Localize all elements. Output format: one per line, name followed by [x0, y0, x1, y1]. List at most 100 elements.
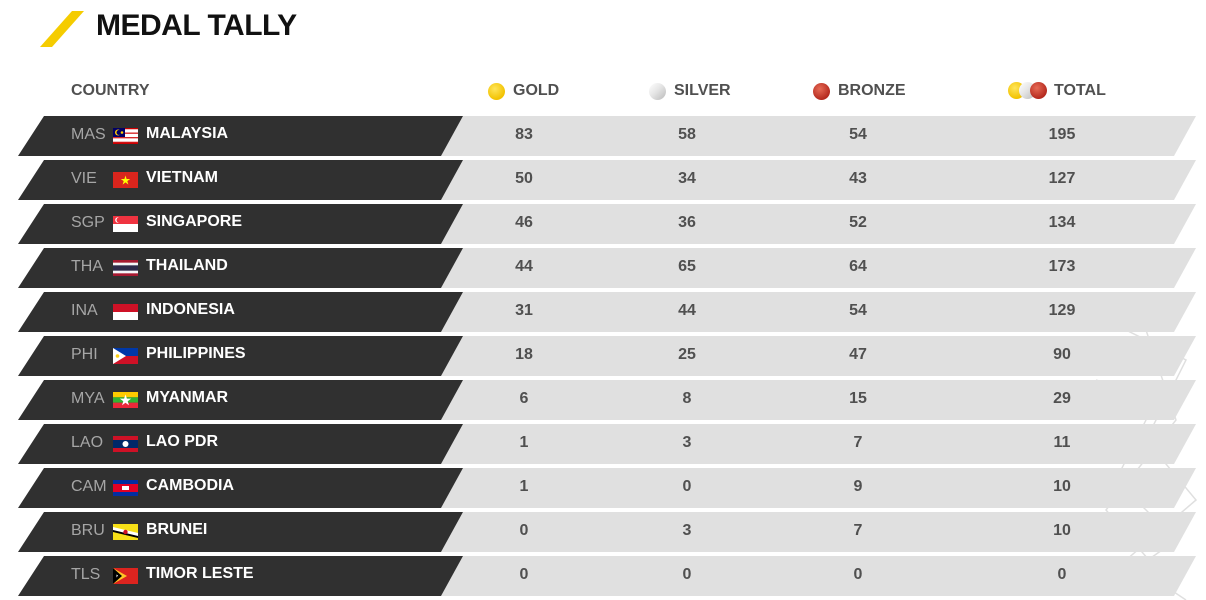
bronze-count: 43: [849, 170, 867, 187]
table-row[interactable]: MYA MYANMAR 6 8 15 29: [0, 380, 1206, 420]
total-count: 173: [1048, 258, 1076, 275]
country-code: INA: [71, 302, 98, 319]
gold-count: 0: [519, 522, 529, 539]
header-total: TOTAL: [1008, 82, 1106, 100]
slash-accent-icon: [40, 11, 84, 47]
country-code: CAM: [71, 478, 107, 495]
brunei-flag-icon: [113, 524, 138, 540]
malaysia-flag-icon: [113, 128, 138, 144]
country-name: MYANMAR: [146, 389, 229, 406]
silver-count: 0: [682, 566, 692, 583]
gold-count: 44: [515, 258, 533, 275]
row-background: [18, 292, 1196, 332]
gold-count: 1: [519, 434, 529, 451]
country-code: TLS: [71, 566, 101, 583]
gold-count: 6: [519, 390, 529, 407]
silver-count: 3: [682, 522, 692, 539]
country-name: VIETNAM: [146, 169, 218, 186]
total-count: 10: [1053, 478, 1071, 495]
table-row[interactable]: CAM CAMBODIA 1 0 9 10: [0, 468, 1206, 508]
total-count: 29: [1053, 390, 1071, 407]
gold-count: 50: [515, 170, 533, 187]
country-name: PHILIPPINES: [146, 345, 246, 362]
silver-count: 65: [678, 258, 696, 275]
silver-count: 0: [682, 478, 692, 495]
bronze-count: 9: [853, 478, 863, 495]
table-row[interactable]: THA THAILAND 44 65 64 173: [0, 248, 1206, 288]
silver-count: 44: [678, 302, 696, 319]
country-code: MYA: [71, 390, 105, 407]
silver-count: 58: [678, 126, 696, 143]
table-row[interactable]: BRU BRUNEI 0 3 7 10: [0, 512, 1206, 552]
gold-count: 31: [515, 302, 533, 319]
country-name: THAILAND: [146, 257, 228, 274]
total-count: 0: [1057, 566, 1067, 583]
total-count: 134: [1048, 214, 1076, 231]
silver-medal-icon: [649, 82, 666, 100]
country-code: MAS: [71, 126, 106, 143]
header-country: COUNTRY: [71, 82, 150, 99]
row-background: [18, 468, 1196, 508]
country-code: LAO: [71, 434, 104, 451]
table-row[interactable]: MAS MALAYSIA 83 58 54 195: [0, 116, 1206, 156]
country-name: TIMOR LESTE: [146, 565, 254, 582]
table-row[interactable]: PHI PHILIPPINES 18 25 47 90: [0, 336, 1206, 376]
bronze-count: 15: [849, 390, 867, 407]
bronze-count: 52: [849, 214, 867, 231]
total-count: 195: [1048, 126, 1076, 143]
country-code: THA: [71, 258, 103, 275]
row-background: [18, 556, 1196, 596]
silver-count: 34: [678, 170, 696, 187]
page-title: MEDAL TALLY: [96, 9, 297, 42]
country-name: INDONESIA: [146, 301, 235, 318]
cambodia-flag-icon: [113, 480, 138, 496]
row-background: [18, 204, 1196, 244]
country-name: MALAYSIA: [146, 125, 229, 142]
table-row[interactable]: LAO LAO PDR 1 3 7 11: [0, 424, 1206, 464]
gold-count: 1: [519, 478, 529, 495]
header-gold-label: GOLD: [513, 82, 560, 99]
bronze-count: 64: [849, 258, 867, 275]
timor-leste-flag-icon: [113, 568, 138, 584]
gold-count: 83: [515, 126, 533, 143]
gold-count: 0: [519, 566, 529, 583]
total-count: 90: [1053, 346, 1071, 363]
bronze-medal-icon: [813, 82, 830, 100]
gold-count: 46: [515, 214, 533, 231]
total-count: 10: [1053, 522, 1071, 539]
total-count: 129: [1048, 302, 1076, 319]
country-name: CAMBODIA: [146, 477, 234, 494]
myanmar-flag-icon: [113, 392, 138, 408]
bronze-count: 54: [849, 302, 867, 319]
country-name: LAO PDR: [146, 433, 218, 450]
header-bronze-label: BRONZE: [838, 82, 906, 99]
table-row[interactable]: TLS TIMOR LESTE 0 0 0 0: [0, 556, 1206, 596]
philippines-flag-icon: [113, 348, 138, 364]
thailand-flag-icon: [113, 260, 138, 276]
bronze-count: 47: [849, 346, 867, 363]
silver-count: 3: [682, 434, 692, 451]
silver-count: 25: [678, 346, 696, 363]
country-code: VIE: [71, 170, 97, 187]
row-background: [18, 248, 1196, 288]
row-background: [18, 160, 1196, 200]
silver-count: 36: [678, 214, 696, 231]
country-name: SINGAPORE: [146, 213, 243, 230]
gold-count: 18: [515, 346, 533, 363]
singapore-flag-icon: [113, 216, 138, 232]
header-silver: SILVER: [649, 82, 731, 100]
row-background: [18, 512, 1196, 552]
header-bronze: BRONZE: [813, 82, 906, 100]
table-row[interactable]: SGP SINGAPORE 46 36 52 134: [0, 204, 1206, 244]
laos-flag-icon: [113, 436, 138, 452]
table-row[interactable]: INA INDONESIA 31 44 54 129: [0, 292, 1206, 332]
all-medals-icon: [1008, 82, 1056, 100]
silver-count: 8: [682, 390, 692, 407]
bronze-count: 0: [853, 566, 863, 583]
indonesia-flag-icon: [113, 304, 138, 320]
country-name: BRUNEI: [146, 521, 208, 538]
table-row[interactable]: VIE VIETNAM 50 34 43 127: [0, 160, 1206, 200]
total-count: 127: [1048, 170, 1076, 187]
vietnam-flag-icon: [113, 172, 138, 188]
country-code: PHI: [71, 346, 98, 363]
